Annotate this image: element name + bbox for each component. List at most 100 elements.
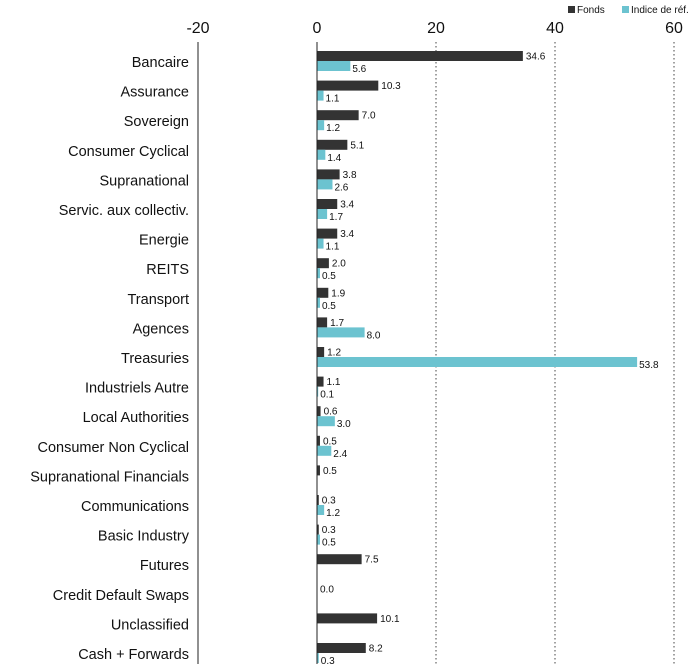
bar-benchmark-industriels-autre	[317, 386, 319, 397]
data-label-fonds: 2.0	[332, 259, 346, 270]
data-label-benchmark: 0.5	[322, 301, 336, 312]
bar-fonds-unclassified	[317, 613, 378, 624]
data-label-fonds: 7.5	[365, 555, 379, 566]
category-label-basic-industry: Basic Industry	[98, 529, 190, 545]
category-label-transport: Transport	[127, 292, 189, 308]
bar-benchmark-local-authorities	[317, 416, 335, 427]
grid-lines	[435, 42, 675, 664]
data-label-fonds: 0.5	[323, 466, 337, 477]
bar-benchmark-energie	[317, 238, 324, 249]
data-label-fonds: 7.0	[362, 111, 376, 122]
category-label-industriels-autre: Industriels Autre	[85, 381, 189, 397]
data-label-benchmark: 1.1	[326, 242, 340, 253]
category-label-assurance: Assurance	[120, 85, 189, 101]
x-tick-label: -20	[186, 20, 209, 37]
bar-fonds-communications	[317, 495, 319, 505]
data-label-benchmark: 53.8	[639, 360, 659, 371]
bar-fonds-bancaire	[317, 51, 523, 61]
data-label-fonds: 1.1	[327, 377, 341, 388]
bar-fonds-consumer-cyclical	[317, 139, 348, 150]
bar-benchmark-agences	[317, 327, 365, 338]
category-label-unclassified: Unclassified	[111, 617, 189, 633]
category-label-supranational: Supranational	[100, 173, 190, 189]
category-label-communications: Communications	[81, 499, 189, 515]
data-label-benchmark: 0.1	[320, 390, 334, 401]
legend-swatch-benchmark	[622, 6, 629, 13]
data-label-fonds: 1.9	[331, 288, 345, 299]
category-label-treasuries: Treasuries	[121, 351, 189, 367]
category-labels: Bancaire Assurance Sovereign Consumer Cycli…	[30, 55, 190, 663]
category-label-sovereign: Sovereign	[124, 114, 189, 130]
bar-fonds-basic-industry	[317, 524, 319, 535]
x-tick-label: 0	[313, 20, 322, 37]
category-label-agences: Agences	[133, 321, 189, 337]
data-label-benchmark: 2.6	[334, 182, 348, 193]
bar-benchmark-consumer-non-cyclical	[317, 445, 332, 456]
data-label-benchmark: 1.2	[326, 123, 340, 134]
data-label-benchmark: 8.0	[367, 330, 381, 341]
data-label-fonds: 8.2	[369, 644, 383, 655]
bar-fonds-futures	[317, 554, 362, 565]
bar-fonds-reits	[317, 258, 329, 269]
bar-fonds-energie	[317, 228, 338, 239]
data-label-fonds: 10.3	[381, 81, 401, 92]
data-label-benchmark: 0.5	[322, 271, 336, 282]
bar-benchmark-consumer-cyclical	[317, 149, 326, 160]
bar-fonds-consumer-non-cyclical	[317, 435, 320, 446]
bar-fonds-local-authorities	[317, 406, 321, 417]
bar-benchmark-servic-aux-collectiv	[317, 209, 328, 219]
data-label-fonds: 10.1	[380, 614, 400, 625]
x-axis-ticks: -20 0 20 40 60	[186, 20, 683, 37]
category-label-bancaire: Bancaire	[132, 55, 189, 71]
x-tick-label: 20	[427, 20, 445, 37]
bar-benchmark-cash-forwards	[317, 653, 319, 663]
bar-fonds-assurance	[317, 80, 379, 91]
data-label-benchmark: 1.4	[327, 153, 341, 164]
data-label-benchmark: 3.0	[337, 419, 351, 430]
category-label-futures: Futures	[140, 558, 189, 574]
data-label-benchmark: 5.6	[352, 64, 366, 75]
data-label-benchmark: 1.2	[326, 508, 340, 519]
bar-fonds-treasuries	[317, 347, 325, 357]
data-label-fonds: 0.6	[324, 407, 338, 418]
data-label-fonds: 0.3	[322, 496, 336, 507]
bar-benchmark-supranational	[317, 179, 333, 190]
legend-label-fonds: Fonds	[577, 5, 605, 16]
bar-benchmark-reits	[317, 268, 320, 279]
bar-benchmark-sovereign	[317, 120, 325, 131]
bar-benchmark-communications	[317, 505, 325, 515]
bars	[317, 51, 638, 663]
data-label-fonds: 3.4	[340, 200, 354, 211]
category-label-servic-aux-collectiv: Servic. aux collectiv.	[59, 203, 189, 219]
category-label-consumer-cyclical: Consumer Cyclical	[68, 144, 189, 160]
legend-swatch-fonds	[568, 6, 575, 13]
x-tick-label: 40	[546, 20, 564, 37]
category-label-local-authorities: Local Authorities	[83, 410, 189, 426]
bar-fonds-servic-aux-collectiv	[317, 199, 338, 209]
x-tick-label: 60	[665, 20, 683, 37]
data-label-benchmark: 1.1	[326, 94, 340, 105]
legend: Fonds Indice de réf.	[568, 5, 689, 16]
category-label-energie: Energie	[139, 233, 189, 249]
bar-benchmark-basic-industry	[317, 534, 320, 545]
category-label-reits: REITS	[146, 262, 189, 278]
data-label-fonds: 0.5	[323, 436, 337, 447]
data-label-fonds: 0.0	[320, 584, 334, 595]
category-label-consumer-non-cyclical: Consumer Non Cyclical	[38, 440, 190, 456]
data-label-benchmark: 0.3	[321, 656, 335, 667]
data-label-fonds: 34.6	[526, 52, 546, 63]
bar-fonds-supranational	[317, 169, 340, 180]
bar-fonds-industriels-autre	[317, 376, 324, 387]
bar-fonds-sovereign	[317, 110, 359, 121]
bar-benchmark-assurance	[317, 90, 324, 101]
data-label-fonds: 1.2	[327, 348, 341, 359]
category-label-credit-default-swaps: Credit Default Swaps	[53, 588, 189, 604]
data-label-fonds: 3.8	[343, 170, 357, 181]
data-label-benchmark: 1.7	[329, 212, 343, 223]
data-labels: 34.65.610.31.17.01.25.11.43.82.63.41.73.…	[320, 52, 659, 668]
bar-fonds-agences	[317, 317, 328, 328]
legend-label-benchmark: Indice de réf.	[631, 5, 689, 16]
data-label-fonds: 3.4	[340, 229, 354, 240]
bar-fonds-transport	[317, 287, 329, 298]
